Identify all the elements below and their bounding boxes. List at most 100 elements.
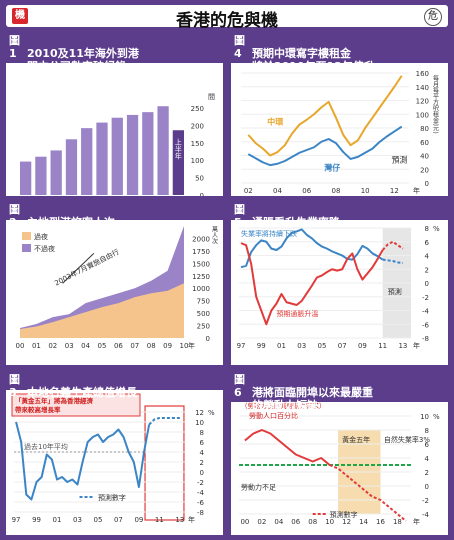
series-label-inflation: 預期通脹升溫 — [276, 309, 318, 318]
x-tick-label: 06 — [114, 342, 123, 350]
y-tick-label: 6 — [425, 239, 430, 247]
y-tick-label: 160 — [416, 70, 429, 78]
x-tick-label: 97 — [12, 516, 21, 524]
y-tick-label: -4 — [422, 308, 430, 316]
y-tick-label: 10 — [420, 413, 429, 421]
x-tick-label: 99 — [32, 516, 41, 524]
x-tick-label: 03 — [65, 342, 74, 350]
y-tick-label: -2 — [422, 497, 429, 505]
y-axis-unit: % — [433, 413, 440, 421]
series-inflation-forecast — [381, 240, 404, 251]
bar-09 — [142, 112, 154, 195]
x-tick-label: 13 — [175, 516, 184, 524]
series-labour — [244, 429, 331, 466]
x-tick-label: 12 — [342, 518, 351, 526]
y-tick-label: 8 — [200, 429, 204, 437]
x-tick-label: 14 — [359, 518, 368, 526]
series-label-central: 中環 — [267, 117, 284, 127]
panel-5-header: 圖5 通脹看升失業率降 — [231, 202, 448, 229]
y-tick-label: 1750 — [192, 248, 210, 256]
y-tick-label: 150 — [191, 140, 204, 148]
y-tick-label: 140 — [416, 84, 429, 92]
y-tick-label: 80 — [420, 125, 429, 133]
y-tick-label: 60 — [420, 139, 429, 147]
x-tick-label: 01 — [277, 342, 286, 350]
bar-04 — [65, 139, 78, 195]
bar-10 — [157, 106, 169, 195]
series-gdp-forecast — [148, 417, 180, 426]
x-tick-label: 05 — [93, 516, 102, 524]
forecast-highlight-box — [144, 405, 185, 521]
y-tick-label: 2 — [425, 266, 429, 274]
y-tick-label: 8 — [425, 427, 429, 435]
x-tick-label: 07 — [338, 342, 347, 350]
y-tick-label: -8 — [197, 509, 204, 517]
y-tick-label: 100 — [416, 111, 429, 119]
y-tick-label: 0 — [425, 483, 429, 491]
y-tick-label: 4 — [425, 455, 430, 463]
y-tick-label: 500 — [197, 310, 210, 318]
y-tick-label: 4 — [425, 253, 430, 261]
x-tick-label: 00 — [16, 342, 25, 350]
x-tick-label: 01 — [32, 342, 41, 350]
x-tick-label: 10 — [325, 518, 334, 526]
note-line1: 「黃金五年」將為香港經濟 — [15, 396, 94, 405]
y-tick-label: 0 — [200, 469, 204, 477]
bar-08 — [126, 114, 139, 195]
x-tick-label: 08 — [331, 187, 340, 195]
y-tick-label: -2 — [197, 479, 204, 487]
opportunity-badge: 機 — [12, 8, 28, 24]
legend-forecast-label: 預測數字 — [98, 493, 126, 502]
x-axis-unit: 年 — [188, 341, 195, 350]
x-tick-label: 02 — [48, 342, 57, 350]
average-label: 過去10年平均 — [24, 442, 68, 451]
y-tick-label: -6 — [197, 499, 205, 507]
y-tick-label: 0 — [206, 335, 210, 343]
annotation-arrow — [62, 253, 95, 284]
x-tick-label: 07 — [114, 516, 123, 524]
x-axis-unit: 年 — [413, 186, 420, 195]
y-tick-label: 200 — [191, 122, 204, 130]
note: （勞動力供應減勞動力需求） — [241, 401, 326, 410]
y-tick-label: 250 — [191, 105, 204, 113]
label-shortage: 勞動力不足 — [241, 483, 276, 492]
panel-1-header: 圖1 2010及11年海外到港 開立公司數字破紀錄 — [6, 33, 223, 73]
x-tick-label: 11 — [378, 342, 387, 350]
chart-1: 0102030405060708091011年上半年05010015020025… — [14, 93, 215, 196]
page-title: 香港的危與機 — [176, 11, 278, 31]
x-tick-label: 16 — [376, 518, 385, 526]
bar-11 — [172, 130, 184, 195]
bar-03 — [50, 150, 62, 195]
x-tick-label: 99 — [257, 342, 266, 350]
y-tick-label: 20 — [420, 166, 429, 174]
panel-2: 圖2 內地到港旅客人次 2003年7月實施自由行 過夜不過夜 00 01 02 03 04 0 5… — [6, 202, 223, 365]
x-tick-label: 13 — [398, 342, 407, 350]
y-tick-label: 0 — [425, 180, 429, 188]
x-tick-label: 10 — [180, 342, 189, 350]
panel-3-header: 圖3 本地名義生產總值增長 — [6, 372, 223, 399]
series-central — [247, 75, 403, 157]
legend-label: 過夜 — [34, 232, 48, 241]
y-axis-unit: 每月每平方呎租金(元) — [432, 74, 439, 133]
annotation: 2003年7月實施自由行 — [53, 247, 121, 287]
legend-label: 不過夜 — [34, 244, 55, 253]
series-unemployment — [240, 228, 384, 269]
y-tick-label: -4 — [422, 511, 430, 519]
y-tick-label: 2 — [200, 459, 204, 467]
danger-badge: 危 — [424, 8, 442, 26]
x-tick-label: 08 — [147, 342, 156, 350]
y-tick-label: -6 — [422, 321, 430, 329]
panel-5: 圖5 通脹看升失業率降 失業率將持續下跌 預期通脹升溫 預測 97 99 01 03 05 07 0… — [231, 202, 448, 365]
y-tick-label: 120 — [416, 98, 429, 106]
x-tick-label: 04 — [81, 342, 90, 350]
y-tick-label: -4 — [197, 489, 205, 497]
panel-2-header: 圖2 內地到港旅客人次 — [6, 202, 223, 229]
y-axis-unit: 萬人次 — [211, 225, 218, 245]
y-tick-label: 8 — [425, 225, 429, 233]
